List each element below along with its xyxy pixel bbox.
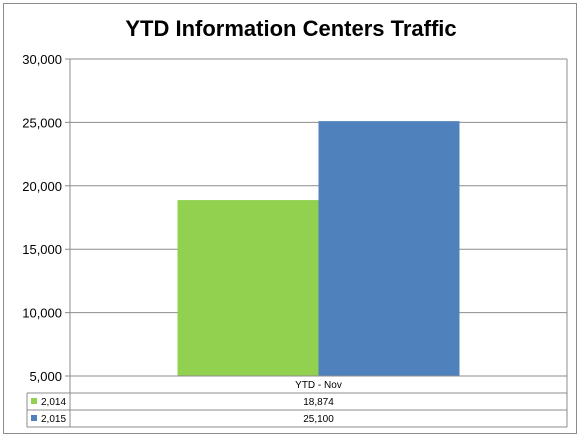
data-label: 18,874 bbox=[303, 397, 334, 408]
data-label: 25,100 bbox=[303, 414, 334, 425]
y-tick-label: 20,000 bbox=[22, 179, 62, 194]
y-tick-label: 10,000 bbox=[22, 306, 62, 321]
chart-title: YTD Information Centers Traffic bbox=[125, 16, 456, 41]
category-label: YTD - Nov bbox=[295, 380, 342, 391]
legend-label: 2,015 bbox=[41, 414, 66, 425]
y-tick-label: 15,000 bbox=[22, 242, 62, 257]
legend-key bbox=[31, 398, 37, 404]
y-tick-label: 5,000 bbox=[29, 369, 62, 384]
y-tick-label: 30,000 bbox=[22, 52, 62, 67]
legend-label: 2,014 bbox=[41, 397, 66, 408]
bar-2015 bbox=[318, 121, 460, 377]
bar-2014 bbox=[177, 200, 319, 376]
legend-key bbox=[31, 415, 37, 421]
y-tick-label: 25,000 bbox=[22, 115, 62, 130]
